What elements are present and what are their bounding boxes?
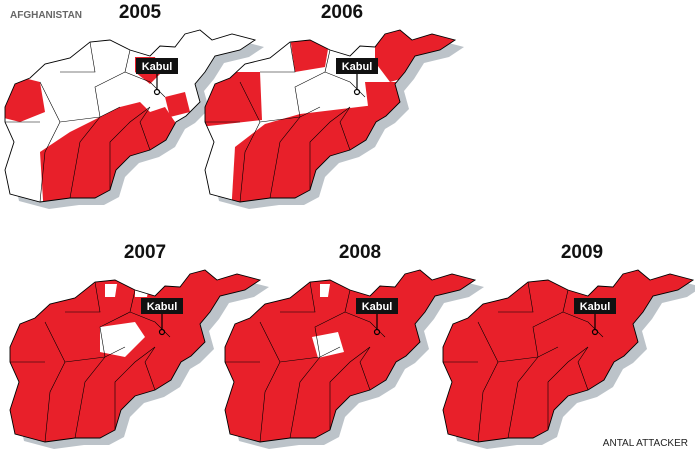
region bbox=[290, 37, 330, 72]
province-border bbox=[94, 71, 126, 118]
province-border bbox=[547, 346, 589, 430]
region bbox=[165, 92, 190, 117]
kabul-label: Kabul bbox=[342, 61, 373, 73]
kabul-box bbox=[574, 298, 616, 314]
province-border bbox=[507, 356, 539, 439]
province-border bbox=[289, 356, 321, 439]
country-label: AFGHANISTAN bbox=[10, 10, 82, 21]
region bbox=[205, 72, 262, 127]
kabul-label: Kabul bbox=[142, 61, 173, 73]
kabul-dot bbox=[153, 88, 161, 96]
kabul-label: Kabul bbox=[362, 301, 393, 313]
region bbox=[100, 322, 145, 357]
kabul-box bbox=[336, 58, 378, 74]
region bbox=[312, 332, 344, 358]
province-border bbox=[260, 41, 296, 73]
region bbox=[105, 284, 117, 297]
province-border bbox=[314, 311, 346, 358]
province-border bbox=[294, 71, 326, 118]
province-border bbox=[359, 346, 371, 391]
kabul-dot bbox=[591, 328, 599, 336]
province-border bbox=[74, 356, 106, 439]
caption: ANTAL ATTACKER bbox=[603, 438, 688, 449]
province-border bbox=[144, 346, 156, 391]
province-border bbox=[309, 106, 351, 190]
province-border bbox=[65, 281, 101, 313]
province-border bbox=[139, 106, 151, 151]
province-border bbox=[259, 321, 281, 442]
region bbox=[320, 284, 330, 297]
year-label: 2007 bbox=[124, 242, 166, 263]
year-label: 2006 bbox=[321, 2, 363, 23]
province-border bbox=[532, 311, 564, 358]
province-border bbox=[269, 116, 301, 199]
kabul-box bbox=[141, 298, 183, 314]
province-border bbox=[44, 321, 66, 442]
province-border bbox=[339, 106, 351, 151]
year-label: 2008 bbox=[339, 242, 381, 263]
province-border bbox=[239, 81, 261, 202]
province-border bbox=[329, 346, 371, 430]
province-border bbox=[69, 116, 101, 199]
year-label: 2005 bbox=[119, 2, 162, 23]
province-border bbox=[39, 81, 61, 202]
province-border bbox=[99, 311, 131, 358]
province-border bbox=[477, 321, 499, 442]
kabul-label: Kabul bbox=[580, 301, 611, 313]
province-border bbox=[577, 346, 589, 391]
kabul-box bbox=[356, 298, 398, 314]
kabul-box bbox=[136, 58, 178, 74]
province-border bbox=[109, 106, 151, 190]
year-label: 2009 bbox=[561, 242, 603, 263]
province-border bbox=[114, 346, 156, 430]
province-border bbox=[280, 281, 316, 313]
kabul-dot bbox=[158, 328, 166, 336]
kabul-label: Kabul bbox=[147, 301, 178, 313]
province-border bbox=[60, 41, 96, 73]
kabul-dot bbox=[373, 328, 381, 336]
province-border bbox=[498, 281, 534, 313]
kabul-dot bbox=[353, 88, 361, 96]
